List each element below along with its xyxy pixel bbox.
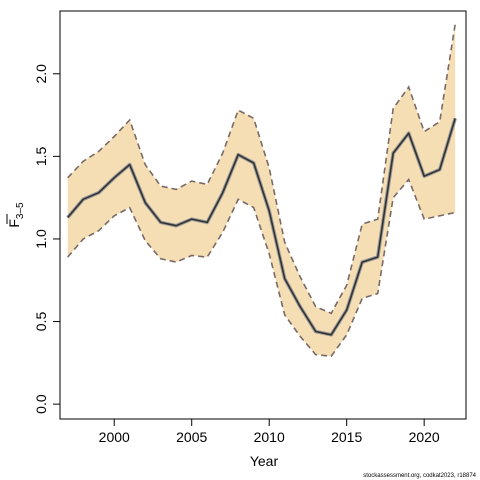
x-axis: 2000 2005 2010 2015 2020 bbox=[99, 419, 440, 445]
estimate-line bbox=[67, 118, 456, 336]
y-tick-label: 0.5 bbox=[33, 312, 49, 332]
y-axis-title: F3–5 bbox=[6, 202, 26, 228]
y-tick-label: 2.0 bbox=[33, 64, 49, 84]
plot-layer bbox=[66, 24, 457, 358]
x-axis-title: Year bbox=[250, 453, 279, 469]
x-tick-label: 2000 bbox=[99, 429, 130, 445]
y-axis-title-subscript: 3–5 bbox=[15, 202, 26, 219]
x-tick-label: 2010 bbox=[254, 429, 285, 445]
x-tick-label: 2020 bbox=[409, 429, 440, 445]
x-tick-label: 2015 bbox=[331, 429, 362, 445]
lower-bound-line bbox=[67, 177, 456, 358]
y-tick-label: 1.0 bbox=[33, 229, 49, 249]
plot-frame bbox=[59, 10, 467, 420]
y-tick-label: 1.5 bbox=[33, 146, 49, 166]
y-axis-title-main: F bbox=[6, 219, 22, 228]
x-tick-label: 2005 bbox=[176, 429, 207, 445]
y-tick-label: 0.0 bbox=[33, 394, 49, 414]
credit-text: stockassessment.org, codkat2023, r18874 bbox=[363, 473, 476, 479]
y-axis-title-text: F3–5 bbox=[6, 202, 26, 228]
y-axis: 0.0 0.5 1.0 1.5 2.0 bbox=[33, 64, 60, 414]
upper-bound-line bbox=[67, 24, 456, 315]
